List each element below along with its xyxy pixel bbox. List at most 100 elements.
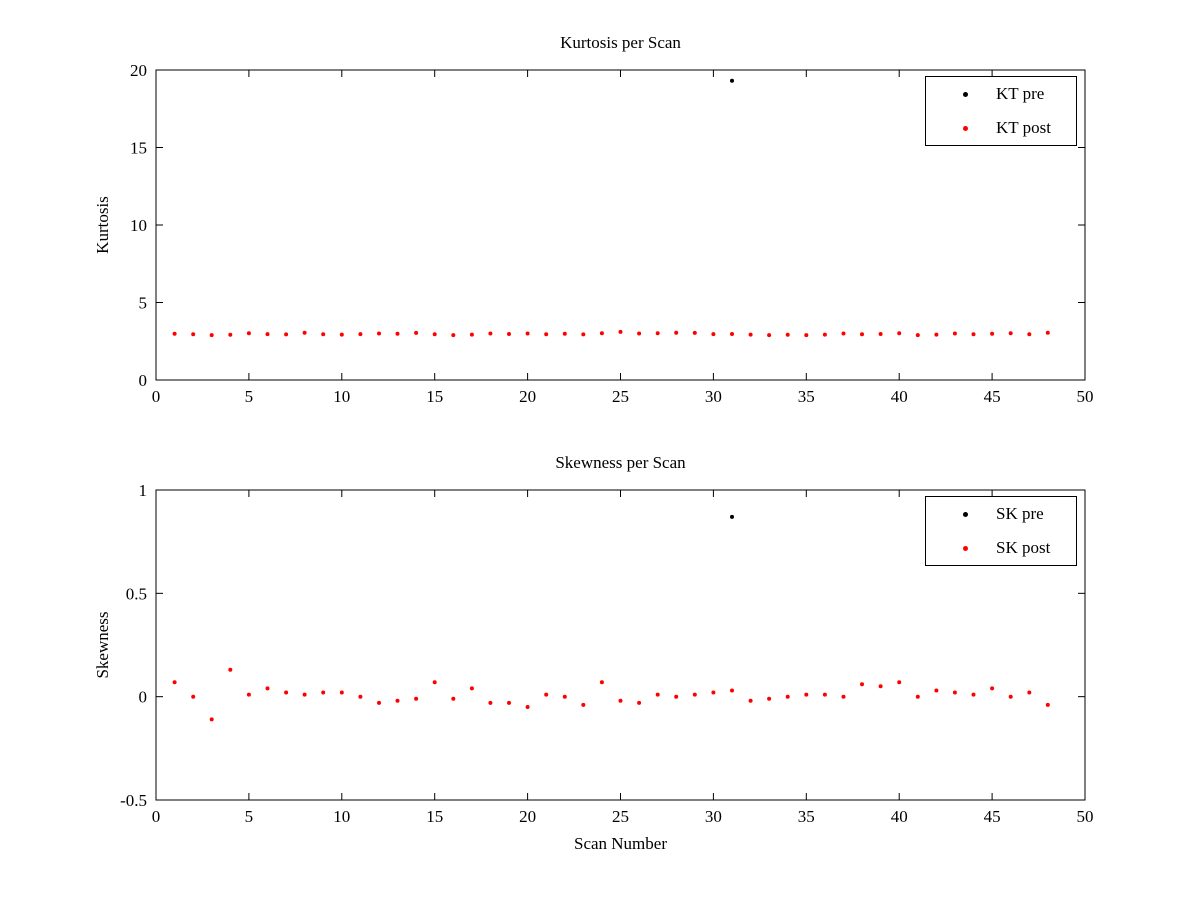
skewness-chart-title: Skewness per Scan	[555, 453, 686, 472]
skewness-chart: 0 5 10 15 20 25 30 35 40 45 50 -0.5 0 0.5 1 Skewness p…	[0, 450, 1200, 900]
scatter-point-kt-post	[767, 333, 772, 338]
x-tick-label: 10	[333, 387, 350, 406]
scatter-point-kt-post	[897, 331, 902, 336]
dot-marker-icon	[963, 545, 968, 551]
scatter-point-sk-post	[544, 692, 549, 697]
scatter-point-kt-post	[395, 331, 400, 336]
scatter-point-kt-post	[655, 331, 660, 336]
x-tick-label: 45	[984, 807, 1001, 826]
x-tick-label: 10	[333, 807, 350, 826]
legend-label: SK pre	[996, 504, 1044, 523]
scatter-point-sk-post	[934, 688, 939, 693]
scatter-point-sk-post	[321, 690, 326, 695]
scatter-point-kt-post	[377, 331, 381, 336]
scatter-point-kt-post	[822, 332, 827, 337]
scatter-point-sk-post	[952, 690, 957, 695]
scatter-point-sk-post	[358, 694, 363, 699]
scatter-point-sk-post	[525, 705, 530, 709]
x-tick-label: 15	[426, 387, 443, 406]
scatter-point-sk-post	[488, 700, 493, 705]
scatter-point-sk-post	[748, 698, 753, 703]
x-tick-label: 0	[152, 807, 161, 826]
y-tick-label: 0	[139, 688, 148, 707]
scatter-point-kt-post	[804, 333, 809, 338]
scatter-point-kt-post	[971, 332, 976, 337]
scatter-point-sk-post	[507, 700, 511, 705]
scatter-point-kt-post	[952, 331, 957, 336]
scatter-point-sk-post	[618, 698, 623, 703]
scatter-point-sk-post	[897, 680, 902, 685]
scatter-point-sk-post	[246, 692, 251, 697]
y-tick-label: 0.5	[126, 584, 147, 603]
x-tick-label: 25	[612, 387, 629, 406]
scatter-point-kt-post	[599, 331, 604, 336]
scatter-point-sk-post	[265, 686, 270, 691]
scatter-point-kt-post	[934, 332, 939, 337]
scatter-point-kt-post	[507, 332, 511, 336]
scatter-point-sk-post	[1027, 690, 1032, 695]
scatter-point-kt-post	[730, 332, 734, 336]
scatter-point-sk-post	[599, 680, 604, 685]
y-tick-label: 10	[130, 216, 147, 235]
scatter-point-sk-post	[730, 688, 734, 693]
legend-item-kt-pre: KT pre	[926, 77, 1076, 111]
scatter-point-kt-post	[432, 332, 437, 337]
scatter-point-sk-post	[209, 717, 214, 722]
scatter-point-kt-post	[990, 331, 995, 336]
x-tick-label: 35	[798, 807, 815, 826]
scatter-point-kt-post	[358, 332, 363, 337]
scatter-point-sk-post	[302, 692, 307, 697]
scatter-point-kt-post	[692, 330, 697, 335]
skewness-y-axis-label: Skewness	[93, 611, 112, 679]
scatter-point-kt-post	[228, 332, 233, 337]
kurtosis-chart-title: Kurtosis per Scan	[560, 33, 681, 52]
scatter-point-sk-post	[339, 690, 344, 695]
scatter-point-sk-post	[228, 667, 233, 672]
x-tick-label: 0	[152, 387, 161, 406]
scatter-point-sk-post	[284, 690, 289, 695]
scatter-point-kt-post	[1027, 332, 1032, 337]
scatter-point-kt-pre	[730, 78, 734, 83]
scatter-point-kt-post	[321, 332, 326, 337]
scatter-point-sk-post	[804, 692, 809, 697]
scatter-point-kt-post	[451, 333, 456, 338]
scatter-point-kt-post	[1045, 330, 1050, 335]
scatter-point-sk-post	[767, 696, 772, 701]
scatter-point-kt-post	[284, 332, 289, 337]
scatter-point-kt-post	[1008, 331, 1013, 336]
scatter-point-sk-post	[971, 692, 976, 697]
legend-item-sk-pre: SK pre	[926, 497, 1076, 531]
scatter-point-sk-post	[990, 686, 995, 691]
scatter-point-kt-post	[172, 331, 177, 336]
scatter-point-kt-post	[191, 332, 196, 337]
scatter-point-kt-post	[339, 332, 344, 337]
x-tick-label: 50	[1077, 807, 1094, 826]
scatter-point-kt-post	[711, 332, 716, 337]
scatter-point-kt-post	[785, 332, 790, 337]
scatter-point-sk-post	[878, 684, 883, 689]
scatter-point-sk-pre	[730, 514, 734, 519]
scatter-point-sk-post	[414, 696, 419, 701]
scatter-point-sk-post	[469, 686, 474, 691]
x-axis-label: Scan Number	[573, 834, 667, 853]
scatter-point-sk-post	[711, 690, 716, 695]
kurtosis-legend: KT pre KT post	[925, 76, 1077, 146]
y-tick-label: -0.5	[120, 791, 147, 810]
scatter-point-sk-post	[432, 680, 437, 685]
x-tick-label: 40	[891, 807, 908, 826]
scatter-point-kt-post	[246, 331, 251, 336]
scatter-point-kt-post	[748, 332, 753, 337]
scatter-point-kt-post	[841, 331, 846, 336]
scatter-point-sk-post	[915, 694, 920, 699]
x-tick-label: 30	[705, 387, 722, 406]
dot-marker-icon	[963, 125, 968, 131]
skewness-plot-svg: 0 5 10 15 20 25 30 35 40 45 50 -0.5 0 0.5 1	[120, 481, 1094, 826]
scatter-point-sk-post	[451, 696, 456, 701]
scatter-point-kt-post	[878, 332, 883, 336]
scatter-point-sk-post	[1008, 694, 1013, 699]
scatter-point-kt-post	[618, 329, 623, 334]
dot-marker-icon	[963, 91, 968, 97]
y-tick-label: 0	[139, 371, 148, 390]
scatter-point-sk-post	[172, 680, 177, 685]
